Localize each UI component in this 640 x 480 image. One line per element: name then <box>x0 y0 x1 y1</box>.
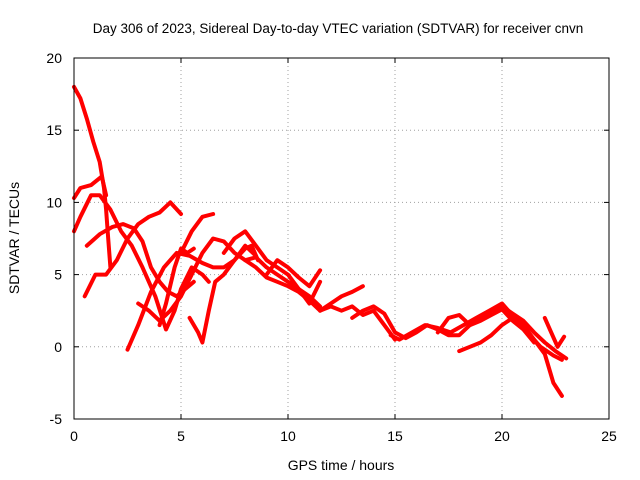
x-tick-label: 15 <box>387 428 403 444</box>
series-line-sat-h <box>157 246 196 328</box>
series-line-sat-m <box>264 258 323 289</box>
data-series <box>72 84 569 398</box>
series-line-sat-c <box>72 193 211 332</box>
plot-frame <box>73 57 610 420</box>
series-line-sat-p <box>388 301 564 362</box>
y-tick-label: 10 <box>46 194 62 210</box>
chart-title: Day 306 of 2023, Sidereal Day-to-day VTE… <box>93 21 583 36</box>
x-tick-label: 0 <box>70 428 78 444</box>
x-axis-label: GPS time / hours <box>288 457 395 473</box>
y-tick-label: -5 <box>50 411 63 427</box>
y-tick-label: 20 <box>46 50 62 66</box>
y-axis-label: SDTVAR / TECUs <box>6 182 22 294</box>
y-tick-label: 0 <box>54 339 62 355</box>
grid-lines <box>74 58 609 419</box>
y-tick-label: 5 <box>54 267 62 283</box>
series-line-sat-i <box>179 212 216 255</box>
axis-ticks: 0 5 10 15 20 25 -5 0 5 10 15 20 <box>46 50 617 444</box>
series-line-sat-e <box>84 222 196 299</box>
series-line-sat-b <box>72 174 109 201</box>
series-line-sat-r <box>457 315 564 398</box>
x-tick-label: 5 <box>177 428 185 444</box>
series-line-sat-d <box>82 200 183 299</box>
x-tick-label: 10 <box>280 428 296 444</box>
y-tick-label: 15 <box>46 122 62 138</box>
series-line-sat-o <box>350 304 569 361</box>
series-line-sat-q <box>435 307 537 345</box>
x-tick-label: 20 <box>494 428 510 444</box>
series-line-sat-n <box>318 284 365 313</box>
series-line-sat-s <box>542 315 567 349</box>
series-line-sat-f <box>125 243 258 352</box>
series-line-sat-j <box>187 243 260 345</box>
x-tick-label: 25 <box>601 428 617 444</box>
